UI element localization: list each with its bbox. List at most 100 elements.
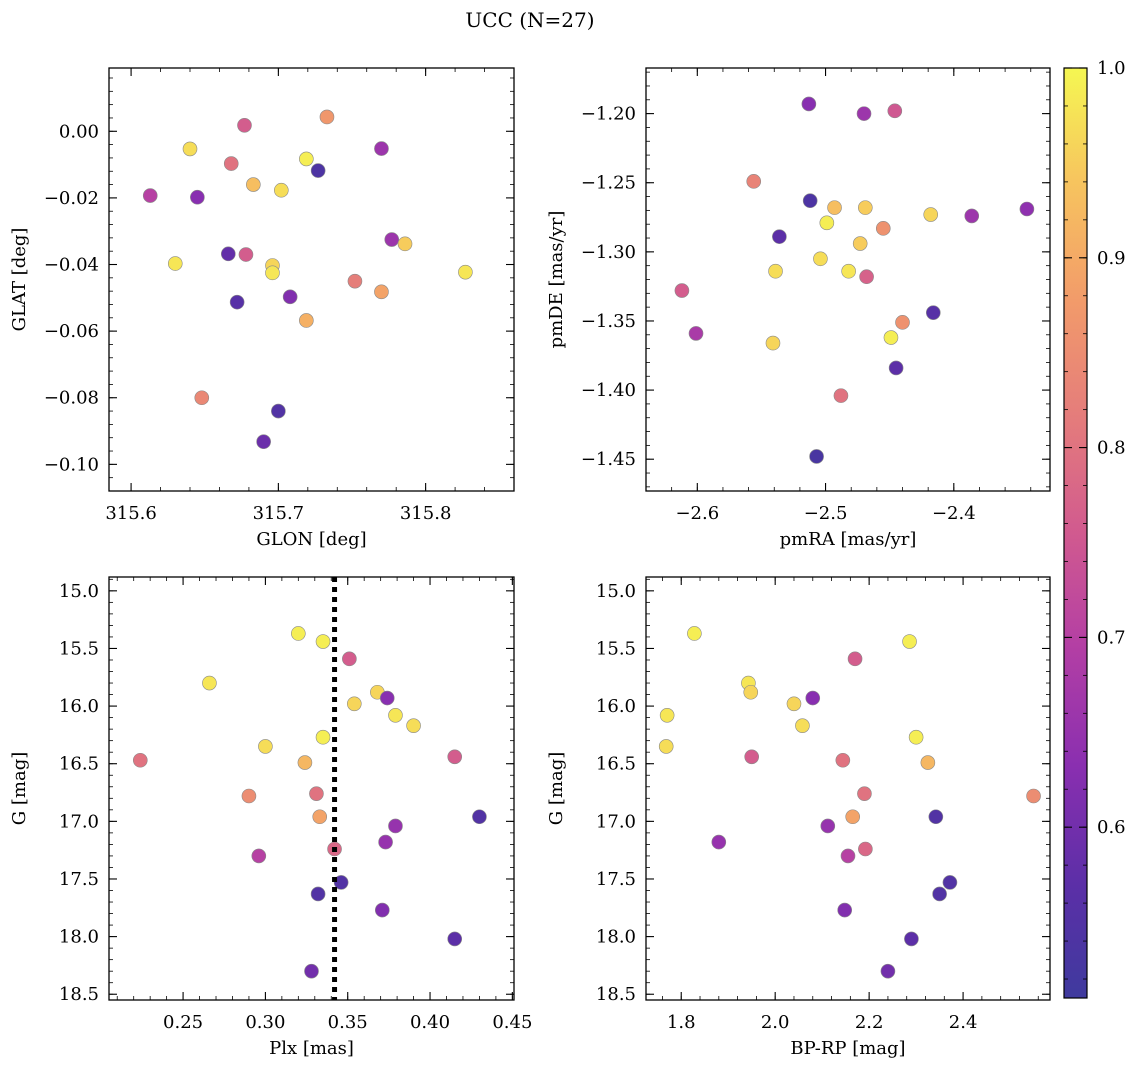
data-point <box>194 390 210 406</box>
data-point <box>847 651 863 667</box>
data-point <box>772 229 787 244</box>
figure-title: UCC (N=27) <box>465 8 594 32</box>
data-point <box>312 809 328 825</box>
data-point <box>397 236 413 252</box>
data-point <box>744 749 759 765</box>
panels: 315.6 315.7 315.8 0.00 −0.02 −0.04 −0.06 −0.08 −… <box>9 67 1051 1059</box>
data-point <box>908 729 924 745</box>
x-tick-label: 0.40 <box>410 1012 450 1033</box>
data-point <box>315 634 331 649</box>
data-point <box>833 388 849 403</box>
data-point <box>388 818 403 834</box>
data-point <box>841 263 856 279</box>
axes-frame <box>645 67 1051 492</box>
data-point <box>813 251 828 267</box>
y-tick-label: 17.5 <box>596 869 636 890</box>
y-tick-label: 15.5 <box>59 638 99 659</box>
data-point <box>856 106 872 121</box>
y-tick-label: 18.5 <box>59 984 99 1005</box>
panel-plx-g: 0.25 0.30 0.35 0.40 0.45 15.0 15.5 16.0 16.5 17.0… <box>9 576 532 1059</box>
x-tick-label: −2.6 <box>675 503 719 524</box>
data-point <box>333 875 349 890</box>
y-tick-label: 17.0 <box>59 811 99 832</box>
colorbar-tick-label: 0.9 <box>1097 248 1126 269</box>
data-point <box>291 626 306 641</box>
x-axis-label: pmRA [mas/yr] <box>780 529 917 550</box>
colorbar-tick-label: 0.7 <box>1097 627 1126 648</box>
axes-frame <box>108 67 515 492</box>
panel-pmra-pmde: −2.6 −2.5 −2.4 −1.20 −1.25 −1.30 −1.35 −1.40 −1.… <box>546 67 1051 550</box>
data-point <box>859 269 874 285</box>
data-point <box>658 739 674 754</box>
x-tick-label: 1.8 <box>667 1012 696 1033</box>
x-tick-label: 0.35 <box>328 1012 368 1033</box>
data-point <box>827 200 842 215</box>
y-tick-label: 16.5 <box>596 754 636 775</box>
data-point <box>190 189 205 205</box>
data-point <box>925 305 941 320</box>
data-point <box>880 963 896 979</box>
y-tick-label: 16.0 <box>596 696 636 717</box>
y-tick-label: 18.0 <box>596 927 636 948</box>
data-point <box>786 696 802 712</box>
data-point <box>895 315 910 330</box>
data-point <box>282 289 298 305</box>
x-tick-label: 2.4 <box>949 1012 978 1033</box>
y-tick-label: 15.0 <box>59 581 99 602</box>
data-point <box>297 755 313 770</box>
data-point <box>132 752 148 768</box>
data-point <box>347 273 363 289</box>
x-tick-label: 0.25 <box>163 1012 203 1033</box>
y-tick-label: 0.00 <box>59 121 99 142</box>
data-point <box>258 739 273 754</box>
data-point <box>142 188 158 203</box>
x-tick-label: 0.30 <box>245 1012 285 1033</box>
axes-frame <box>108 576 515 1001</box>
y-axis-label: G [mag] <box>546 752 567 825</box>
data-point <box>858 200 873 215</box>
data-point <box>888 360 904 376</box>
y-axis-label: pmDE [mas/yr] <box>546 211 567 349</box>
data-point <box>904 931 919 947</box>
y-tick-label: −1.30 <box>581 242 636 263</box>
data-point <box>315 729 331 745</box>
data-point <box>241 788 257 804</box>
data-point <box>883 330 899 345</box>
data-point <box>310 163 326 178</box>
data-point <box>932 886 947 902</box>
data-point <box>374 284 389 300</box>
data-point <box>265 265 280 281</box>
x-tick-label: −2.4 <box>932 503 976 524</box>
data-point <box>795 718 810 733</box>
data-point <box>182 141 198 157</box>
y-tick-label: 16.0 <box>59 696 99 717</box>
x-tick-label: −2.5 <box>804 503 848 524</box>
data-point <box>447 749 463 765</box>
data-point <box>347 696 362 712</box>
data-point <box>852 236 868 251</box>
y-tick-label: 18.0 <box>59 927 99 948</box>
y-tick-label: −0.04 <box>44 255 99 276</box>
data-point <box>845 809 860 825</box>
y-tick-label: 15.5 <box>596 638 636 659</box>
data-point <box>858 841 873 857</box>
data-point <box>809 449 824 464</box>
data-point <box>309 786 324 801</box>
data-point <box>835 752 851 768</box>
data-point <box>202 675 217 691</box>
data-point <box>229 294 245 310</box>
y-tick-label: 17.0 <box>596 811 636 832</box>
x-tick-label: 315.7 <box>253 503 305 524</box>
y-tick-label: −1.35 <box>581 311 636 332</box>
data-point <box>378 834 393 850</box>
x-tick-label: 0.45 <box>492 1012 532 1033</box>
data-point <box>819 215 835 231</box>
data-point <box>942 875 958 890</box>
data-point <box>805 690 821 706</box>
y-tick-label: 17.5 <box>59 869 99 890</box>
data-point <box>688 326 704 341</box>
colorbar: 0.6 0.7 0.8 0.9 1.0 <box>1063 58 1126 999</box>
data-point <box>342 651 357 667</box>
y-tick-label: −1.20 <box>581 104 636 125</box>
